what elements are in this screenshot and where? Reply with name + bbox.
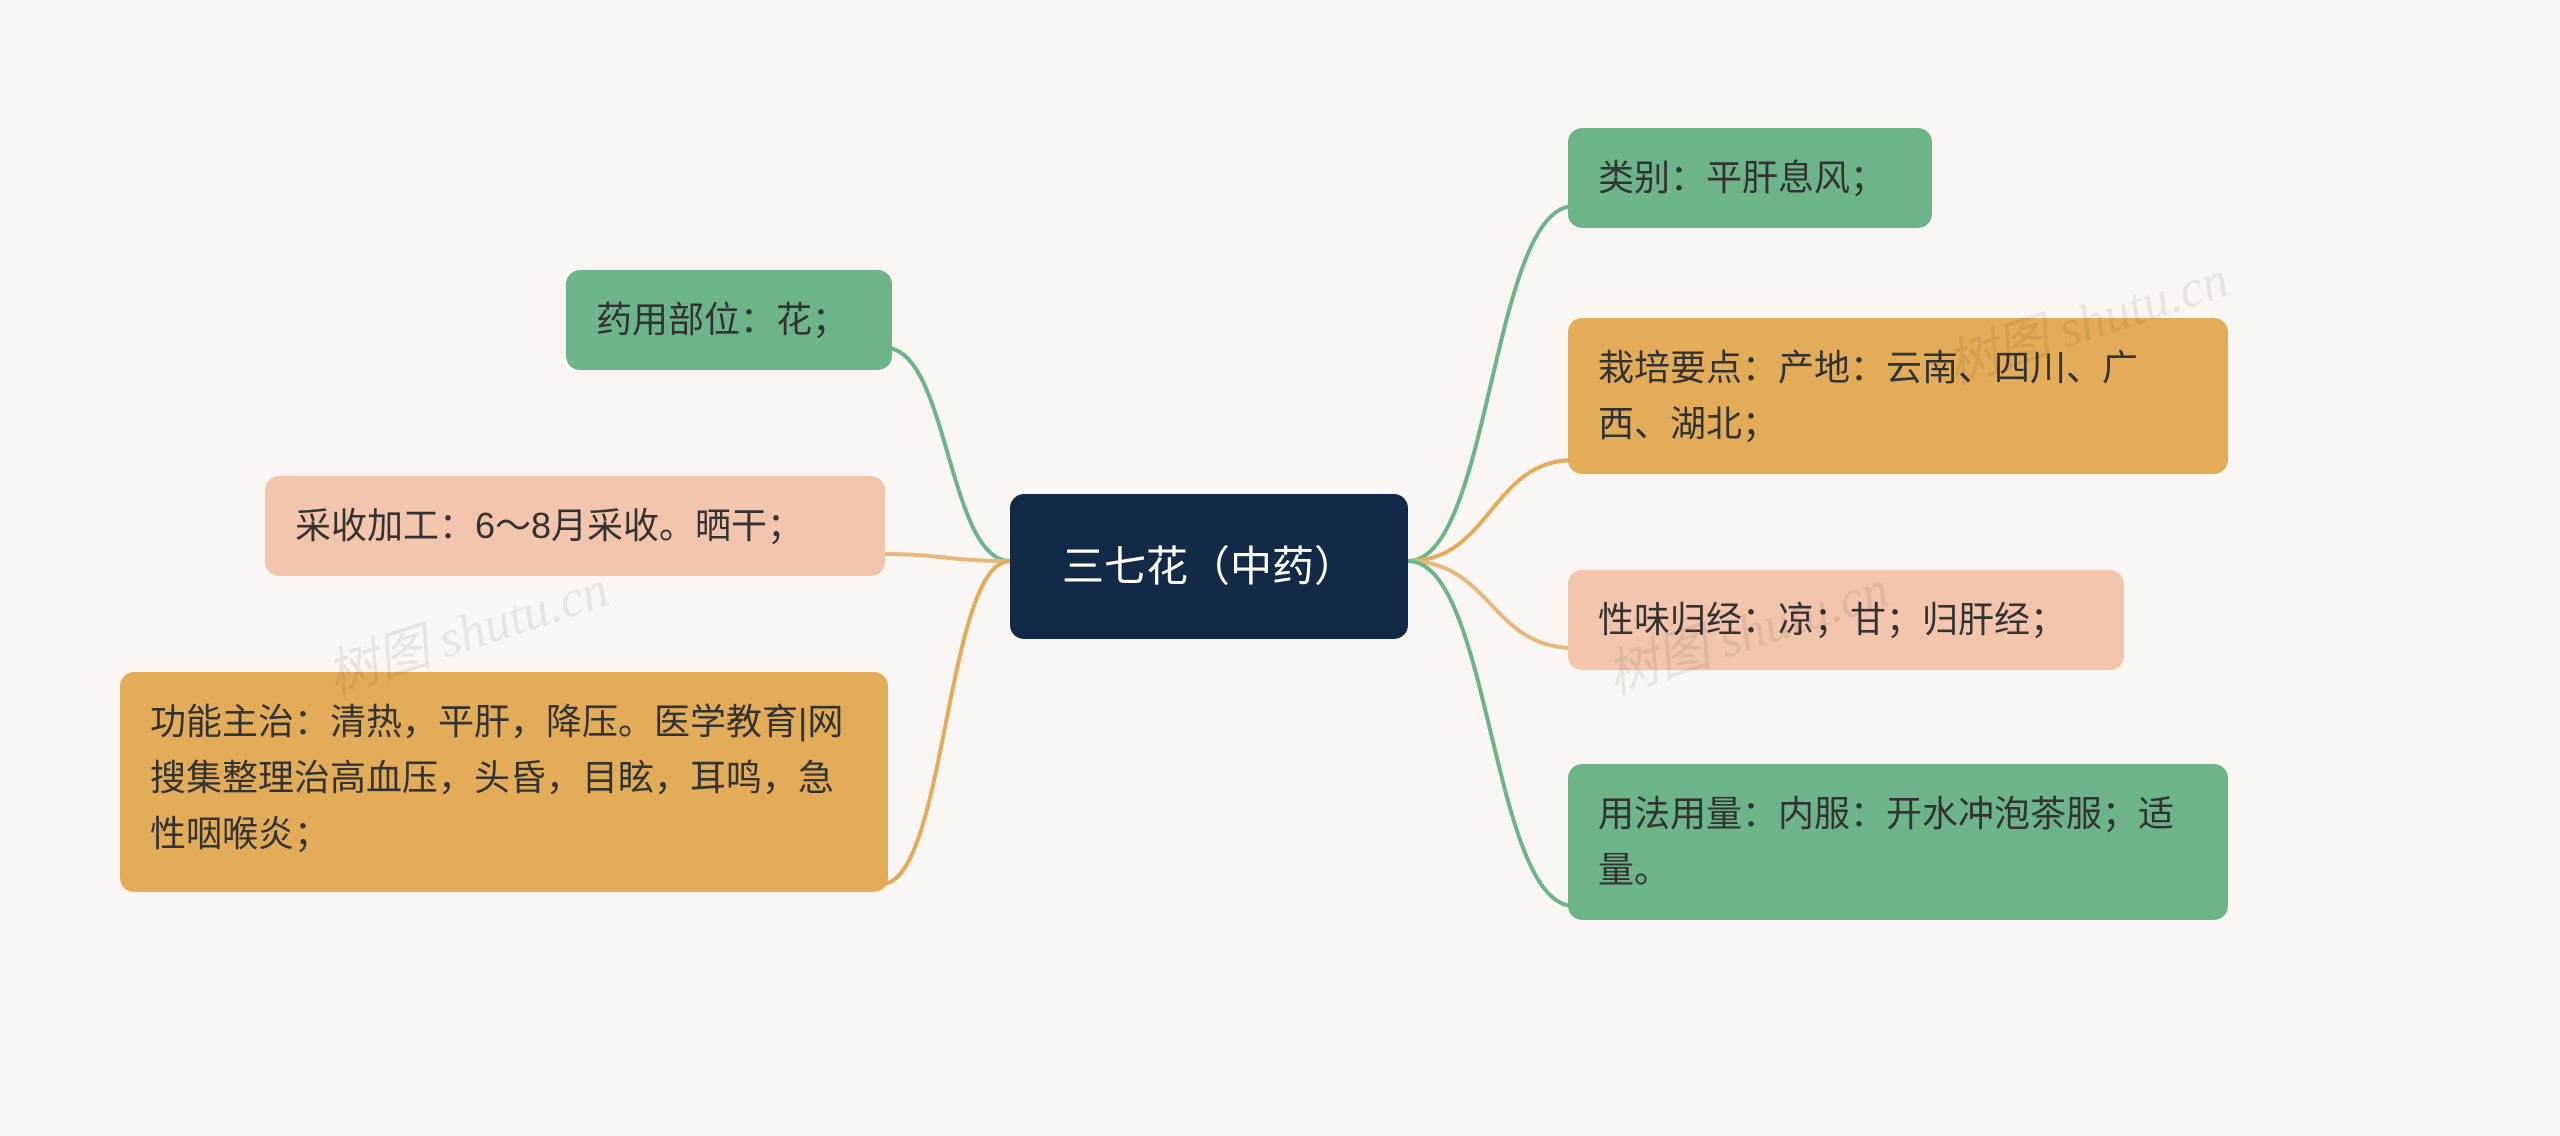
connector: [886, 348, 1010, 561]
node-label: 采收加工：6～8月采收。晒干；: [295, 505, 803, 546]
mindmap-node-l3[interactable]: 功能主治：清热，平肝，降压。医学教育|网搜集整理治高血压，头昏，目眩，耳鸣，急性…: [120, 672, 888, 892]
node-label: 功能主治：清热，平肝，降压。医学教育|网搜集整理治高血压，头昏，目眩，耳鸣，急性…: [150, 701, 843, 854]
connector: [882, 561, 1010, 884]
mindmap-node-r1[interactable]: 类别：平肝息风；: [1568, 128, 1932, 228]
mindmap-node-l1[interactable]: 药用部位：花；: [566, 270, 892, 370]
node-label: 类别：平肝息风；: [1598, 157, 1886, 198]
connector: [1408, 561, 1574, 906]
connector: [1408, 460, 1574, 561]
mindmap-node-r4[interactable]: 用法用量：内服：开水冲泡茶服；适量。: [1568, 764, 2228, 920]
mindmap-node-r3[interactable]: 性味归经：凉；甘；归肝经；: [1568, 570, 2124, 670]
connector: [879, 554, 1010, 561]
node-label: 性味归经：凉；甘；归肝经；: [1598, 599, 2066, 640]
mindmap-node-l2[interactable]: 采收加工：6～8月采收。晒干；: [265, 476, 885, 576]
node-label: 用法用量：内服：开水冲泡茶服；适量。: [1598, 793, 2174, 890]
node-label: 栽培要点：产地：云南、四川、广西、湖北；: [1598, 347, 2138, 444]
node-label: 药用部位：花；: [596, 299, 848, 340]
node-label: 三七花（中药）: [1062, 543, 1356, 590]
connector: [1408, 206, 1574, 561]
mindmap-node-center[interactable]: 三七花（中药）: [1010, 494, 1408, 639]
mindmap-node-r2[interactable]: 栽培要点：产地：云南、四川、广西、湖北；: [1568, 318, 2228, 474]
connector: [1408, 561, 1574, 648]
mindmap-canvas: 三七花（中药） 药用部位：花； 采收加工：6～8月采收。晒干； 功能主治：清热，平肝，…: [0, 0, 2560, 1136]
